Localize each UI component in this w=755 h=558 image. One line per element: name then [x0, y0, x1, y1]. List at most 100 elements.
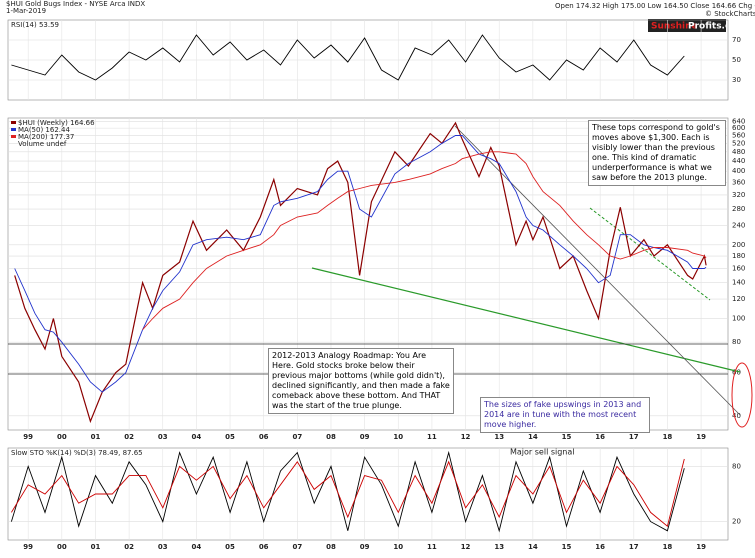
y-tick-label: 20 [732, 518, 741, 526]
y-tick-label: 100 [732, 314, 745, 322]
x-tick-label: 17 [629, 543, 639, 551]
series-line [11, 34, 685, 81]
x-tick-label: 18 [663, 543, 673, 551]
x-tick-label: 05 [225, 543, 235, 551]
x-tick-label: 10 [393, 543, 403, 551]
y-tick-label: 70 [732, 36, 741, 44]
legend-entry: Volume undef [18, 140, 67, 148]
y-tick-label: 400 [732, 167, 745, 175]
x-tick-label: 14 [528, 543, 538, 551]
x-tick-label: 04 [192, 433, 202, 441]
x-tick-label: 18 [663, 433, 673, 441]
x-tick-label: 01 [91, 543, 101, 551]
series-line [10, 450, 685, 533]
legend-swatch [11, 135, 16, 138]
x-tick-label: 12 [461, 433, 471, 441]
y-tick-label: 30 [732, 76, 741, 84]
x-tick-label: 07 [292, 433, 302, 441]
x-tick-label: 05 [225, 433, 235, 441]
x-tick-label: 03 [158, 433, 168, 441]
x-tick-label: 15 [562, 433, 572, 441]
series-line [14, 121, 707, 424]
brand: Profits.com [688, 22, 746, 32]
legend-entry: MA(200) 177.37 [18, 133, 74, 141]
chart-date: 1-Mar-2019 [6, 7, 46, 15]
annotation: Major sell signal [510, 448, 575, 457]
y-tick-label: 160 [732, 265, 745, 273]
x-tick-label: 99 [23, 433, 33, 441]
y-tick-label: 80 [732, 338, 741, 346]
legend-entry: MA(50) 162.44 [18, 126, 70, 134]
panel-frame [7, 447, 729, 541]
series-line [14, 135, 707, 393]
trend-line [454, 125, 741, 416]
x-tick-label: 99 [23, 543, 33, 551]
chart-title: $HUI Gold Bugs Index - NYSE Arca INDX [6, 0, 145, 8]
x-tick-label: 07 [292, 543, 302, 551]
x-tick-label: 09 [360, 543, 370, 551]
x-tick-label: 14 [528, 433, 538, 441]
trend-line [311, 267, 741, 373]
x-tick-label: 02 [124, 543, 134, 551]
panel-frame [7, 117, 729, 431]
x-tick-label: 16 [595, 543, 605, 551]
y-tick-label: 640 [732, 117, 745, 125]
legend-entry: RSI(14) 53.59 [11, 21, 59, 29]
x-tick-label: 09 [360, 433, 370, 441]
annotation: 2012-2013 Analogy Roadmap: You Are Here.… [268, 348, 454, 414]
legend-entry: Slow STO %K(14) %D(3) 78.49, 87.65 [11, 449, 143, 457]
y-tick-label: 520 [732, 139, 745, 147]
y-tick-label: 320 [732, 191, 745, 199]
annotation: These tops correspond to gold's moves ab… [588, 120, 726, 186]
x-tick-label: 03 [158, 543, 168, 551]
x-tick-label: 06 [259, 433, 269, 441]
y-tick-label: 140 [732, 279, 745, 287]
x-tick-label: 08 [326, 543, 336, 551]
legend-entry: $HUI (Weekly) 164.66 [18, 119, 95, 127]
trend-line [589, 207, 711, 301]
x-tick-label: 12 [461, 543, 471, 551]
series-line [11, 458, 685, 527]
y-tick-label: 180 [732, 252, 745, 260]
x-tick-label: 15 [562, 543, 572, 551]
brand: Sunshine [651, 22, 698, 32]
x-tick-label: 00 [57, 433, 67, 441]
y-tick-label: 120 [732, 295, 745, 303]
y-tick-label: 360 [732, 178, 745, 186]
x-tick-label: 11 [427, 433, 437, 441]
highlight [731, 362, 753, 428]
y-tick-label: 40 [732, 412, 741, 420]
y-tick-label: 240 [732, 221, 745, 229]
x-tick-label: 02 [124, 433, 134, 441]
x-tick-label: 19 [696, 543, 706, 551]
legend-swatch [11, 121, 16, 124]
x-tick-label: 08 [326, 433, 336, 441]
x-tick-label: 01 [91, 433, 101, 441]
x-tick-label: 06 [259, 543, 269, 551]
series-line [142, 151, 707, 331]
x-tick-label: 13 [494, 543, 504, 551]
y-tick-label: 560 [732, 131, 745, 139]
y-tick-label: 60 [732, 369, 741, 377]
x-tick-label: 16 [595, 433, 605, 441]
y-tick-label: 80 [732, 462, 741, 470]
y-tick-label: 440 [732, 157, 745, 165]
x-tick-label: 10 [393, 433, 403, 441]
y-tick-label: 50 [732, 56, 741, 64]
y-tick-label: 480 [732, 148, 745, 156]
x-tick-label: 17 [629, 433, 639, 441]
y-tick-label: 600 [732, 124, 745, 132]
x-tick-label: 11 [427, 543, 437, 551]
credit: © StockCharts.com [705, 10, 755, 18]
quote: Open 174.32 High 175.00 Low 164.50 Close… [555, 2, 755, 10]
y-tick-label: 280 [732, 205, 745, 213]
x-tick-label: 13 [494, 433, 504, 441]
legend-swatch [11, 128, 16, 131]
x-tick-label: 19 [696, 433, 706, 441]
y-tick-label: 200 [732, 241, 745, 249]
annotation: The sizes of fake upswings in 2013 and 2… [480, 397, 650, 433]
x-tick-label: 04 [192, 543, 202, 551]
x-tick-label: 00 [57, 543, 67, 551]
